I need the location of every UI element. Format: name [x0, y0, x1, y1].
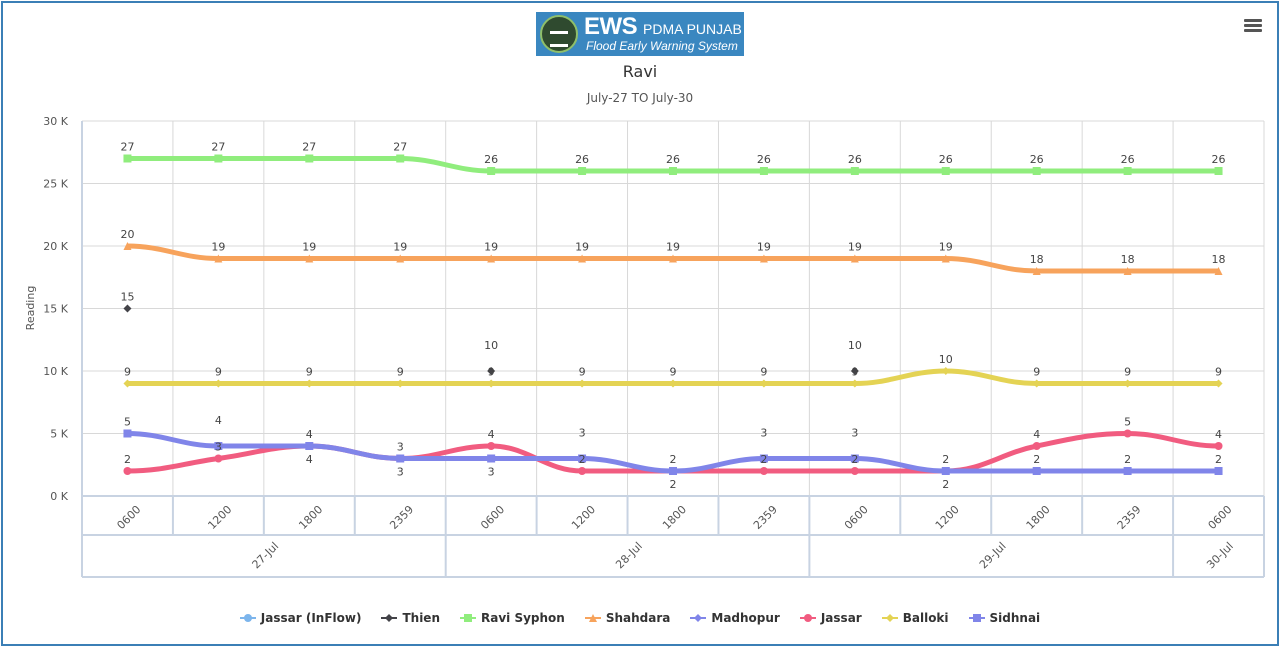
legend-marker [972, 614, 981, 622]
legend-marker [694, 614, 703, 622]
legend-symbol-icon [690, 614, 707, 622]
legend-item-sidhnai[interactable]: Sidhnai [968, 611, 1041, 625]
legend-symbol-icon [239, 614, 256, 622]
legend-item-jassar[interactable]: Jassar [799, 611, 862, 625]
legend-marker [885, 614, 894, 622]
legend-label: Shahdara [605, 611, 671, 625]
legend-marker [243, 614, 252, 622]
chart-legend: Jassar (InFlow) Thien Ravi Syphon Shahdara M… [0, 611, 1280, 625]
legend-label: Madhopur [711, 611, 780, 625]
legend-label: Balloki [902, 611, 949, 625]
legend-item-madhopur[interactable]: Madhopur [690, 611, 780, 625]
legend-label: Thien [402, 611, 440, 625]
logo-subtitle: Flood Early Warning System [586, 39, 738, 53]
legend-symbol-icon [799, 614, 816, 622]
legend-item-jassar-inflow[interactable]: Jassar (InFlow) [239, 611, 362, 625]
logo-org: PDMA PUNJAB [643, 21, 742, 37]
legend-marker [803, 614, 812, 622]
legend-marker [464, 614, 472, 622]
legend-symbol-icon [584, 614, 601, 622]
logo-title: EWS [584, 13, 638, 40]
legend-label: Jassar (InFlow) [260, 611, 362, 625]
legend-symbol-icon [968, 614, 985, 622]
legend-item-balloki[interactable]: Balloki [881, 611, 949, 625]
legend-item-thien[interactable]: Thien [381, 611, 440, 625]
pdma-seal-icon [540, 15, 578, 53]
legend-symbol-icon [460, 614, 476, 622]
ews-logo: EWS PDMA PUNJAB Flood Early Warning Syst… [536, 12, 744, 56]
legend-marker [385, 614, 394, 622]
legend-symbol-icon [381, 614, 398, 622]
legend-item-shahdara[interactable]: Shahdara [584, 611, 671, 625]
hamburger-menu-icon[interactable] [1244, 19, 1262, 33]
legend-label: Ravi Syphon [481, 611, 565, 625]
legend-item-ravi-syphon[interactable]: Ravi Syphon [460, 611, 565, 625]
legend-label: Sidhnai [989, 611, 1041, 625]
legend-marker [588, 614, 597, 622]
legend-symbol-icon [881, 614, 898, 622]
legend-label: Jassar [820, 611, 862, 625]
